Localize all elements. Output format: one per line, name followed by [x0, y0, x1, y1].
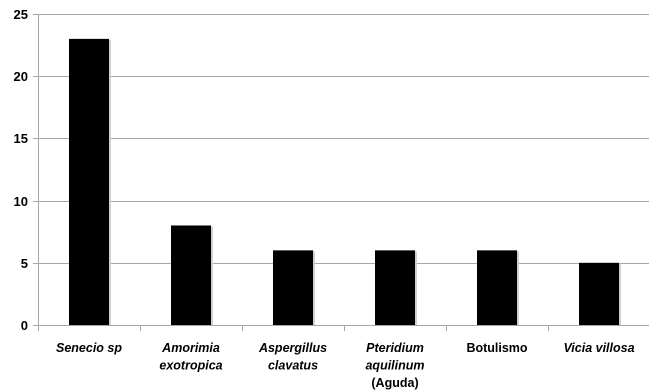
y-tick-label: 20 [14, 69, 28, 84]
category-label-line: Amorimia [161, 341, 220, 355]
category-label-line: Senecio sp [56, 341, 122, 355]
bar [579, 262, 619, 325]
bar [477, 250, 517, 325]
category-label-line: Aspergillus [258, 341, 327, 355]
x-category-label: Amorimia exotropica [159, 341, 222, 373]
bar [69, 38, 109, 325]
y-tick-labels: 0 5 10 15 20 25 [14, 7, 28, 333]
y-tick-label: 10 [14, 194, 28, 209]
x-category-labels: Senecio sp Amorimia exotropica Aspergillus c… [56, 341, 635, 390]
category-label-line: aquilinum [365, 359, 424, 373]
y-tick-label: 25 [14, 7, 28, 22]
y-tick-label: 0 [21, 318, 28, 333]
category-label-line: clavatus [268, 359, 318, 373]
category-label-line: exotropica [159, 359, 222, 373]
x-category-label: Senecio sp [56, 341, 122, 355]
category-label-line: Pteridium [366, 341, 424, 355]
x-category-label: Aspergillus clavatus [258, 341, 327, 373]
category-label-line: Botulismo [466, 341, 527, 355]
category-label-line: (Aguda) [371, 376, 418, 390]
bar [375, 250, 415, 325]
bar [171, 225, 211, 325]
gridlines [38, 14, 649, 264]
x-category-label: Pteridium aquilinum (Aguda) [365, 341, 424, 390]
bars [69, 38, 621, 325]
axes [33, 14, 649, 331]
y-tick-label: 15 [14, 131, 28, 146]
bar [273, 250, 313, 325]
category-label-line: Vicia villosa [563, 341, 634, 355]
x-category-label: Vicia villosa [563, 341, 634, 355]
x-category-label: Botulismo [466, 341, 527, 355]
y-tick-label: 5 [21, 256, 28, 271]
